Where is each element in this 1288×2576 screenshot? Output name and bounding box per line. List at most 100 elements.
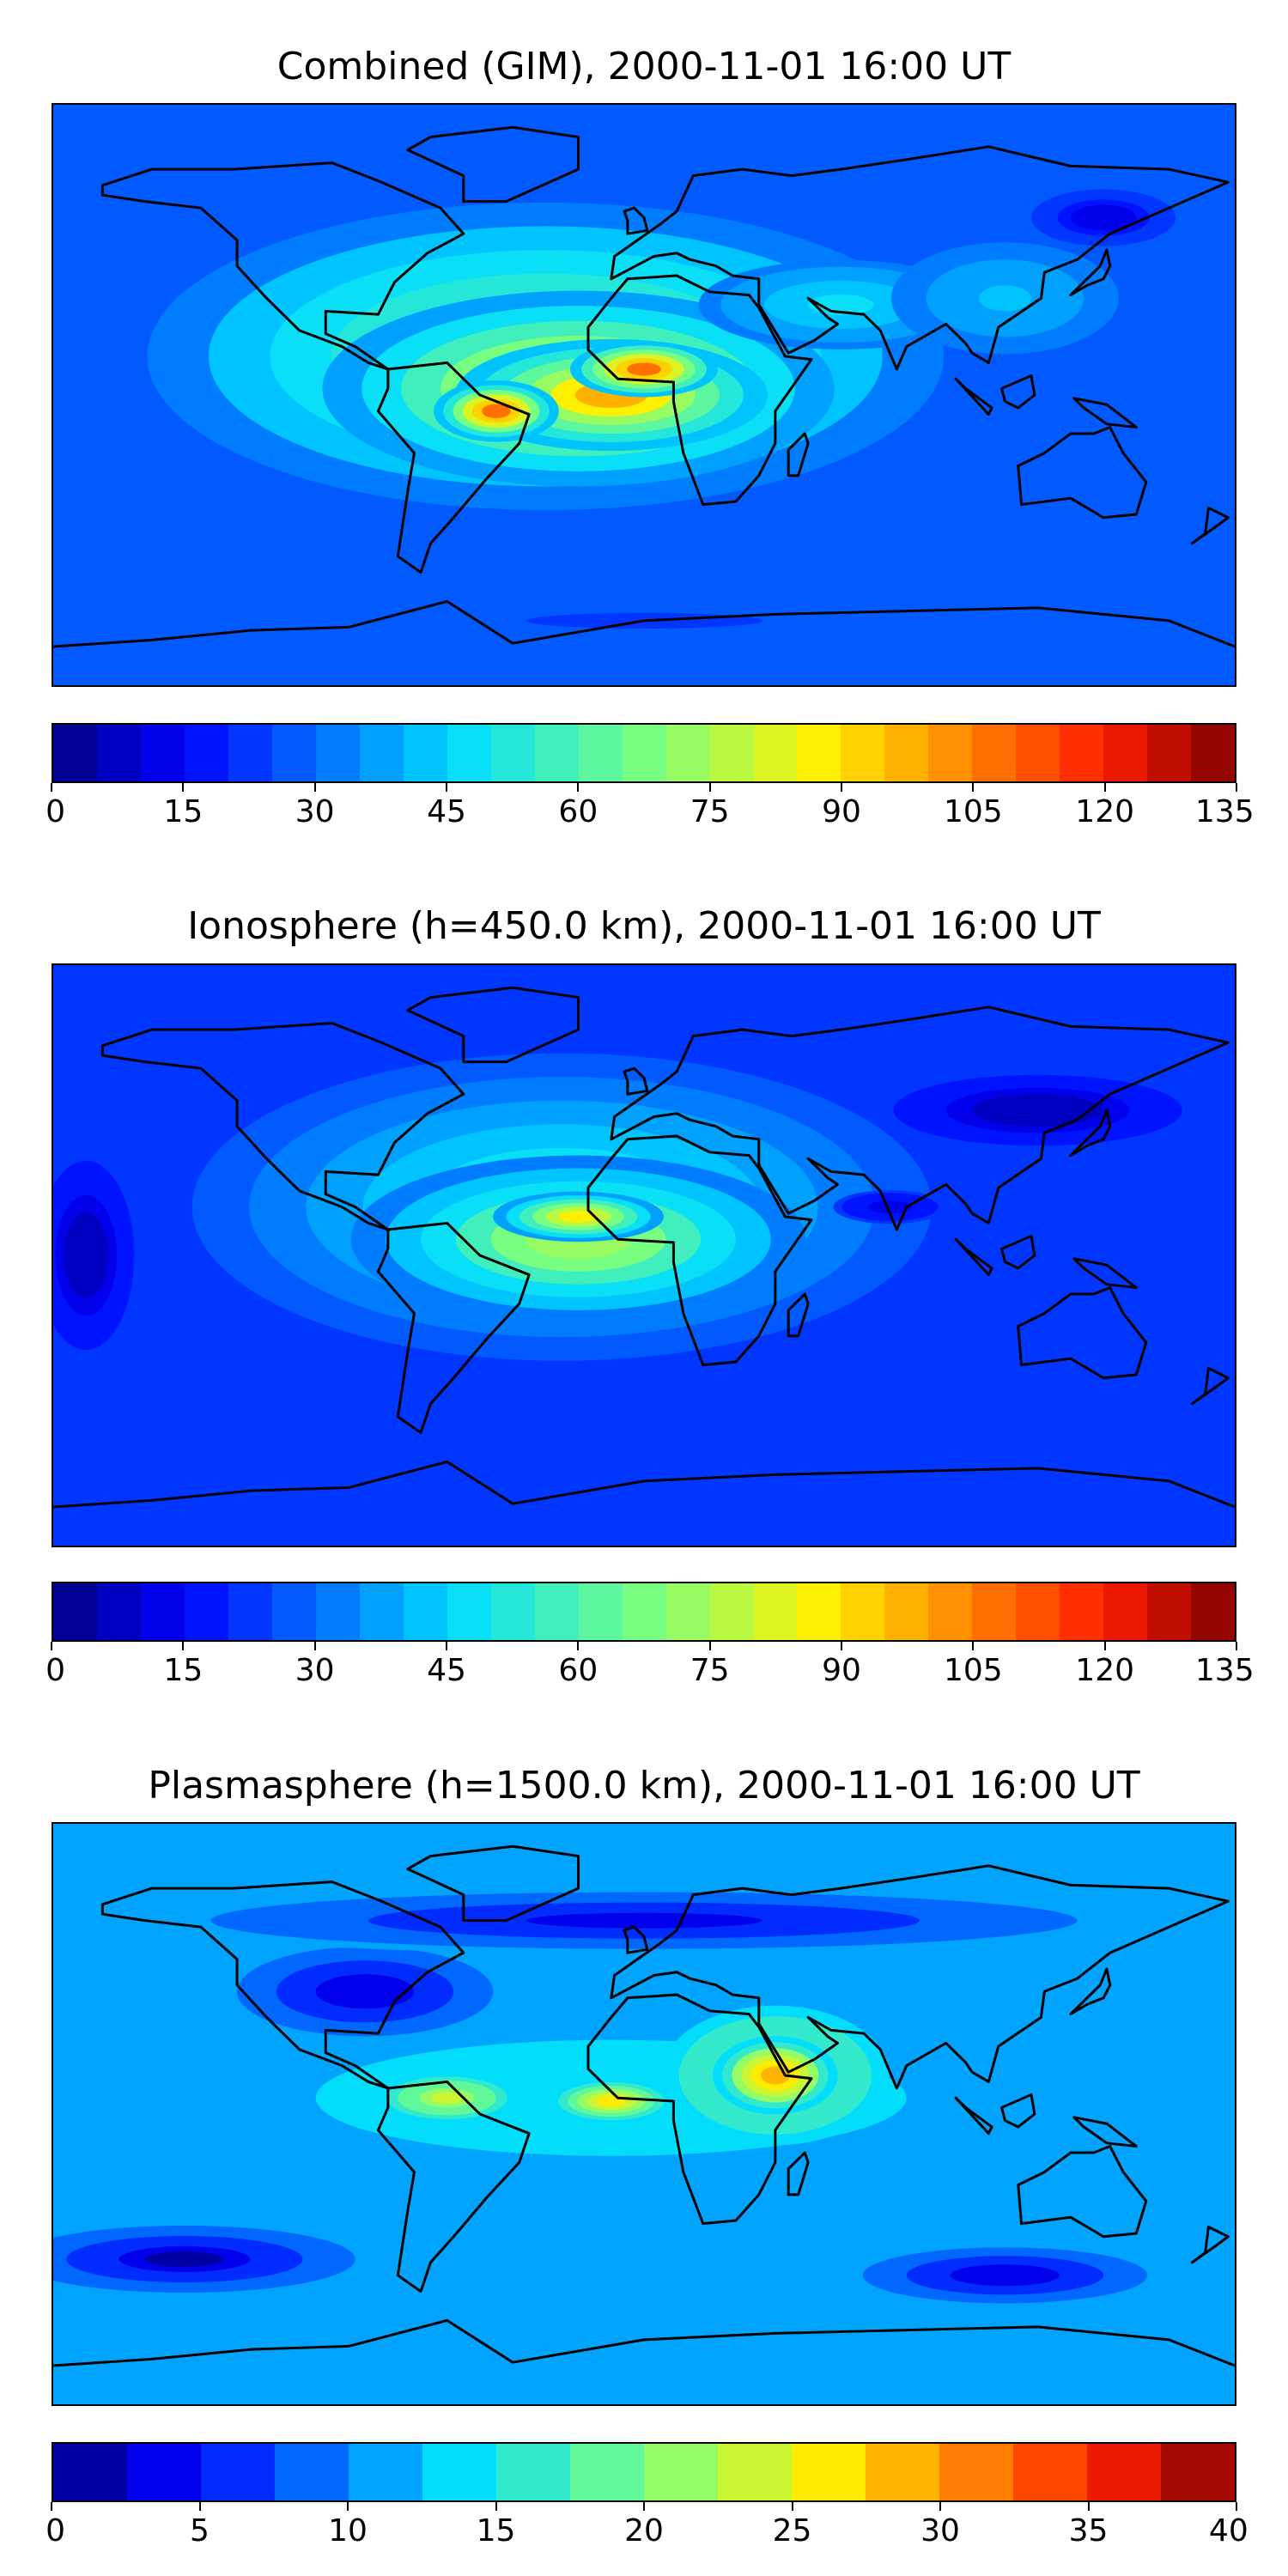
tec-contour-band	[1084, 210, 1124, 226]
colorbar-tick-mark	[1103, 783, 1106, 792]
colorbar	[52, 2442, 1236, 2502]
colorbar-segment	[797, 1583, 841, 1640]
colorbar-tick-label: 40	[1208, 2513, 1249, 2549]
coastline-south-america	[376, 2080, 531, 2293]
colorbar-tick-label: 0	[46, 794, 66, 829]
colorbar-segment	[496, 2444, 570, 2500]
tec-contour-band	[972, 2269, 1038, 2282]
colorbar-tick-mark	[643, 2502, 645, 2511]
colorbar-segment	[622, 725, 666, 781]
colorbar-segment	[96, 725, 141, 781]
colorbar	[52, 1582, 1236, 1642]
tec-map	[53, 1824, 1235, 2404]
colorbar-tick-mark	[51, 2502, 52, 2511]
tec-contour-band	[526, 1912, 762, 1929]
coastline-japan	[1069, 1109, 1112, 1157]
colorbar-segment	[841, 725, 885, 781]
coastline-madagascar	[787, 1292, 810, 1338]
colorbar-segment	[972, 725, 1017, 781]
coastline-uk	[623, 1066, 649, 1096]
colorbar-segment	[797, 725, 841, 781]
colorbar-tick-mark	[841, 1642, 842, 1650]
tec-contour-band	[808, 294, 874, 315]
colorbar-tick-mark	[1103, 1642, 1106, 1650]
colorbar-tick-mark	[446, 1642, 447, 1650]
colorbar-segment	[884, 1583, 929, 1640]
colorbar-segment	[228, 725, 272, 781]
colorbar-tick-label: 120	[1075, 1653, 1135, 1688]
colorbar-tick-mark	[495, 2502, 497, 2511]
colorbar-tick-label: 90	[822, 1653, 861, 1688]
colorbar-segment	[792, 2444, 866, 2500]
coastline-north-america	[100, 161, 465, 371]
colorbar-segment	[447, 725, 491, 781]
colorbar-segment	[1161, 2444, 1235, 2500]
coastline-south-america	[376, 1221, 531, 1435]
colorbar-segment	[359, 1583, 404, 1640]
colorbar-segment	[403, 1583, 447, 1640]
colorbar-segment	[644, 2444, 718, 2500]
colorbar-tick-mark	[577, 1642, 580, 1650]
tec-contour-band	[335, 1981, 395, 2002]
colorbar-tick-label: 45	[427, 794, 466, 829]
coastline-indonesia-b	[1000, 1234, 1036, 1270]
coastline-new-zealand	[1190, 1366, 1230, 1406]
coastline-new-zealand	[1190, 506, 1230, 545]
colorbar-segment	[665, 1583, 710, 1640]
coastline-eurasia	[610, 1005, 1230, 1231]
colorbar-tick-label: 75	[690, 794, 730, 829]
colorbar-segment	[928, 1583, 973, 1640]
colorbar-tick-label: 120	[1075, 794, 1135, 829]
coastline-africa	[586, 1993, 813, 2226]
colorbar-segment	[1013, 2444, 1087, 2500]
colorbar-tick-label: 15	[163, 794, 204, 829]
colorbar-segment	[1191, 1583, 1236, 1640]
coastline-new-guinea	[1072, 2116, 1138, 2148]
colorbar-tick-label: 30	[295, 794, 335, 829]
colorbar-tick-label: 135	[1194, 794, 1255, 829]
colorbar-segment	[1147, 1583, 1192, 1640]
coastline-indonesia-b	[1000, 374, 1036, 410]
colorbar-tick-mark	[51, 1642, 52, 1650]
tec-map	[53, 105, 1235, 685]
tec-contour-band	[627, 362, 661, 376]
coastline-indonesia-a	[954, 1237, 993, 1277]
coastline-south-america	[376, 361, 531, 574]
colorbar-tick-label: 0	[46, 2513, 66, 2549]
colorbar-tick-mark	[51, 783, 52, 792]
colorbar-tick-label: 10	[328, 2513, 368, 2549]
colorbar-tick-mark	[841, 783, 842, 792]
colorbar-tick-mark	[182, 1642, 185, 1650]
colorbar-segment	[53, 725, 97, 781]
colorbar-tick-mark	[1087, 2502, 1090, 2511]
colorbar-segment	[1060, 1583, 1104, 1640]
colorbar-tick-label: 75	[690, 1653, 730, 1688]
colorbar-segment	[53, 1583, 97, 1640]
tec-map	[53, 965, 1235, 1546]
colorbar-segment	[570, 2444, 644, 2500]
colorbar-segment	[184, 725, 228, 781]
colorbar-segment	[1016, 725, 1060, 781]
colorbar-tick-mark	[1236, 783, 1237, 792]
coastline-greenland	[406, 1844, 580, 1923]
colorbar-tick-mark	[182, 783, 185, 792]
coastline-madagascar	[787, 2151, 810, 2196]
colorbar-segment	[53, 2444, 127, 2500]
colorbar-segment	[140, 725, 185, 781]
coastline-japan	[1069, 248, 1112, 297]
colorbar-segment	[271, 725, 316, 781]
colorbar-segment	[403, 725, 447, 781]
colorbar-tick-label: 15	[163, 1653, 204, 1688]
coastline-antarctica	[53, 1460, 1235, 1509]
colorbar-tick-label: 30	[920, 2513, 960, 2549]
coastline-new-zealand	[1190, 2225, 1230, 2264]
colorbar-segment	[718, 2444, 792, 2500]
panel-title: Ionosphere (h=450.0 km), 2000-11-01 16:0…	[187, 904, 1101, 948]
colorbar-tick-mark	[708, 783, 711, 792]
colorbar-tick-label: 60	[558, 794, 598, 829]
coastline-north-america	[100, 1022, 465, 1231]
colorbar-segment	[315, 1583, 360, 1640]
coastline-australia	[1017, 1286, 1148, 1380]
colorbar-segment	[1060, 725, 1104, 781]
coastline-antarctica	[53, 2318, 1235, 2367]
